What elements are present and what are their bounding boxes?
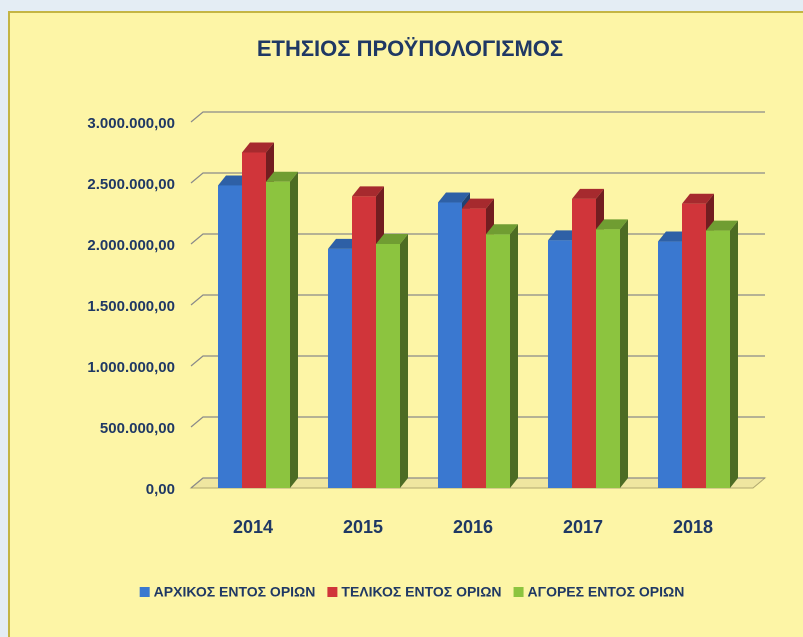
legend-label: ΑΡΧΙΚΟΣ ΕΝΤΟΣ ΟΡΙΩΝ (154, 584, 316, 600)
bar-top (486, 224, 518, 235)
bar-front (462, 208, 486, 488)
bar-top (242, 142, 274, 153)
x-tick-label: 2014 (233, 517, 273, 537)
bar-front (486, 234, 510, 488)
x-tick-label: 2015 (343, 517, 383, 537)
bar-side (510, 224, 518, 489)
bar (486, 224, 518, 489)
bar-front (658, 241, 682, 488)
y-tick-label: 3.000.000,00 (87, 115, 175, 132)
bar-front (438, 202, 462, 488)
bar-side (290, 171, 298, 488)
bar-top (462, 198, 494, 209)
grid-line (190, 111, 765, 123)
legend-swatch (139, 587, 150, 597)
bar-front (596, 229, 620, 489)
bar-top (682, 193, 714, 204)
bar-top (596, 219, 628, 230)
x-tick-label: 2016 (453, 517, 493, 537)
x-tick-label: 2017 (563, 517, 603, 537)
bar-side (730, 220, 738, 488)
grid-line (190, 172, 765, 184)
bar-top (352, 186, 384, 197)
bar-side (400, 234, 408, 488)
legend-swatch (327, 587, 338, 597)
bar-top (266, 171, 298, 182)
y-tick-label: 1.500.000,00 (87, 298, 175, 315)
bar-front (706, 230, 730, 488)
bar-front (352, 196, 376, 489)
y-tick-label: 500.000,00 (100, 420, 175, 437)
bar-top (376, 234, 408, 244)
x-tick-label: 2018 (673, 517, 713, 537)
bar-front (682, 203, 706, 489)
bar-front (328, 248, 352, 488)
y-tick-label: 1.000.000,00 (87, 359, 175, 376)
bar (376, 234, 408, 488)
bar-front (218, 185, 242, 488)
bar-front (548, 240, 572, 488)
bar (706, 220, 738, 488)
legend-swatch (513, 587, 524, 597)
y-tick-label: 2.000.000,00 (87, 237, 175, 254)
bar-front (266, 181, 290, 488)
bar (596, 219, 628, 489)
bar-top (572, 188, 604, 199)
bar-front (376, 244, 400, 488)
legend-label: ΑΓΟΡΕΣ ΕΝΤΟΣ ΟΡΙΩΝ (528, 584, 685, 600)
bar-top (706, 220, 738, 231)
y-tick-label: 2.500.000,00 (87, 176, 175, 193)
bar-side (620, 219, 628, 489)
legend-label: ΤΕΛΙΚΟΣ ΕΝΤΟΣ ΟΡΙΩΝ (341, 584, 501, 600)
bar-front (242, 152, 266, 488)
chart-title: ΕΤΗΣΙΟΣ ΠΡΟΫΠΟΛΟΓΙΣΜΟΣ (257, 36, 563, 61)
bar (266, 171, 298, 488)
bar-top (438, 192, 470, 203)
y-tick-label: 0,00 (146, 481, 175, 498)
bar-front (572, 198, 596, 489)
